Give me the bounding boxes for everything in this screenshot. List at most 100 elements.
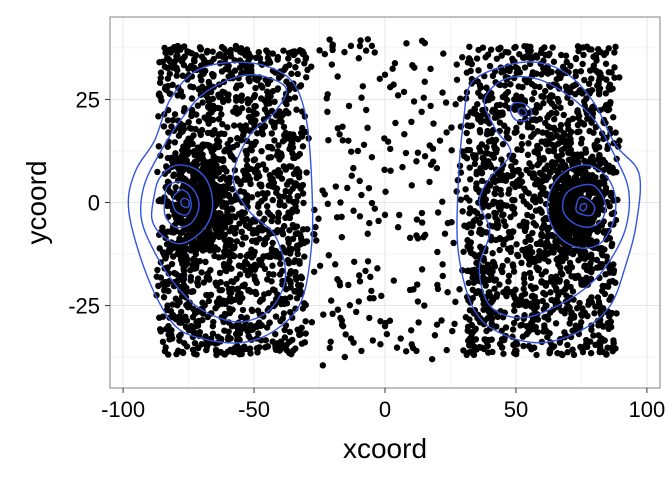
data-point [241,126,249,133]
data-point [402,348,410,355]
data-point [194,144,201,151]
data-point [585,239,592,247]
data-point [351,258,358,265]
data-point [586,127,593,135]
data-point [486,62,494,70]
data-point [247,322,254,329]
data-point [158,198,166,205]
data-point [273,152,281,159]
data-point [596,69,603,76]
data-point [549,44,556,51]
data-point [538,278,545,285]
data-point [294,70,301,78]
data-point [272,313,280,320]
data-point [271,98,278,105]
data-point [300,199,307,207]
data-point [160,123,168,130]
data-point [529,174,537,181]
data-point [561,136,568,144]
data-point [531,300,538,308]
data-point [475,89,482,96]
data-point [550,124,558,132]
data-point [354,147,362,155]
data-point [166,70,173,78]
data-point [507,213,514,221]
data-point [550,58,558,65]
data-point [200,220,207,227]
data-point [183,157,190,164]
data-point [269,213,276,221]
data-point [543,327,550,335]
data-point [261,236,269,243]
data-point [583,336,590,344]
data-point [344,184,351,192]
data-point [562,52,570,59]
data-point [228,322,236,330]
data-point [203,274,210,281]
data-point [174,92,181,99]
data-point [543,129,550,137]
data-point [469,267,476,274]
data-point [339,137,346,144]
data-point [236,349,243,356]
data-point [508,163,515,170]
data-point [495,45,502,53]
data-point [452,101,459,108]
data-point [498,52,505,59]
data-point [208,109,215,116]
data-point [396,211,403,219]
data-point [297,282,305,289]
data-point [262,344,269,351]
data-point [268,278,275,285]
data-point [247,263,254,270]
data-point [287,308,294,316]
data-point [269,50,276,57]
data-point [504,289,512,296]
data-point [542,214,549,222]
data-point [310,231,317,238]
data-point [465,279,472,287]
data-point [542,200,550,208]
data-point [271,124,278,131]
x-tick-label: 100 [629,397,666,422]
data-point [270,271,277,278]
data-point [505,190,512,197]
data-point [603,76,610,83]
data-point [382,188,389,195]
data-point [231,243,238,251]
data-point [444,289,451,296]
data-point [232,224,240,232]
data-point [279,229,286,236]
data-point [285,260,293,267]
data-point [492,236,500,244]
data-point [544,70,552,77]
data-point [267,143,275,151]
data-point [589,104,596,111]
data-point [390,277,398,284]
data-point [377,341,384,348]
data-point [199,99,206,106]
data-point [298,274,306,282]
data-point [533,101,541,109]
data-point [538,338,546,346]
data-point [524,120,532,128]
data-point [253,174,260,182]
data-point [225,62,232,70]
data-point [499,212,506,219]
data-point [202,67,209,75]
data-point [499,140,507,148]
data-point [238,105,246,112]
data-point [217,348,224,356]
data-point [583,163,590,170]
data-point [452,298,459,306]
data-point [194,102,202,109]
data-point [537,240,545,248]
data-point [283,181,291,188]
data-point [517,322,524,329]
data-point [207,266,214,274]
data-point [358,191,365,199]
data-point [487,163,495,171]
data-point [560,163,568,170]
data-point [302,330,309,337]
data-point [227,218,234,225]
